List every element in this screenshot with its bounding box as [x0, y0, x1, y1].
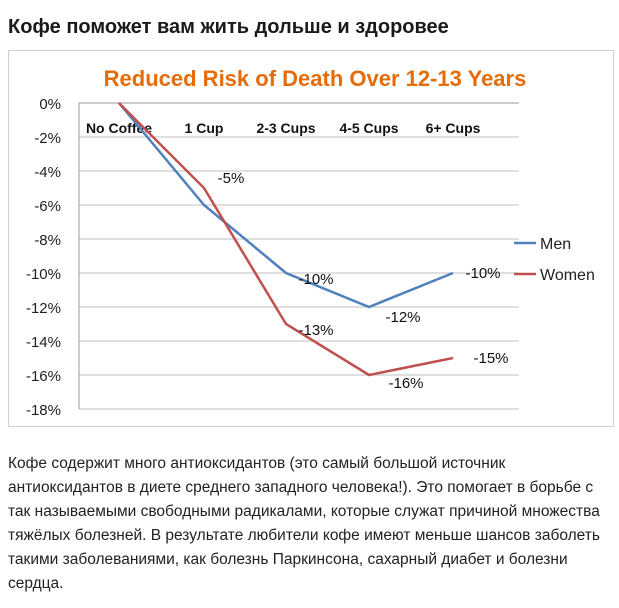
- data-label: -5%: [218, 170, 245, 187]
- data-label: -12%: [385, 309, 420, 326]
- y-tick-label: -16%: [26, 368, 61, 385]
- data-label: -16%: [388, 375, 423, 392]
- y-tick-labels: 0% -2% -4% -6% -8% -10% -12% -14% -16% -18%: [26, 96, 61, 419]
- x-category-label: 2-3 Cups: [256, 120, 315, 136]
- series-lines: [118, 102, 454, 377]
- gridlines: [79, 136, 519, 410]
- x-category-label: 6+ Cups: [426, 120, 481, 136]
- y-tick-label: -8%: [34, 232, 61, 249]
- line-chart: Reduced Risk of Death Over 12-13 Years 0…: [26, 66, 595, 419]
- data-label: -15%: [473, 350, 508, 367]
- y-tick-label: -12%: [26, 300, 61, 317]
- x-category-label: 1 Cup: [185, 120, 224, 136]
- data-label: -13%: [298, 322, 333, 339]
- legend-label: Women: [540, 267, 595, 284]
- x-category-label: 4-5 Cups: [339, 120, 398, 136]
- y-tick-label: -18%: [26, 402, 61, 419]
- y-tick-label: -6%: [34, 198, 61, 215]
- legend-label: Men: [540, 236, 571, 253]
- data-label: -10%: [298, 271, 333, 288]
- y-tick-label: -4%: [34, 164, 61, 181]
- chart-title: Reduced Risk of Death Over 12-13 Years: [104, 66, 527, 91]
- x-category-labels: No Coffee 1 Cup 2-3 Cups 4-5 Cups 6+ Cups: [86, 120, 481, 136]
- y-tick-label: -10%: [26, 266, 61, 283]
- y-tick-label: 0%: [39, 96, 61, 113]
- data-labels: -10% -12% -10% -5% -13% -16% -15%: [218, 170, 509, 392]
- series-line-men: [118, 102, 454, 309]
- y-tick-label: -14%: [26, 334, 61, 351]
- page-heading: Кофе поможет вам жить дольше и здоровее: [8, 16, 449, 38]
- article-body: Кофе содержит много антиоксидантов (это …: [8, 452, 608, 596]
- axes: [78, 102, 519, 409]
- data-label: -10%: [465, 265, 500, 282]
- article-paragraph: Кофе содержит много антиоксидантов (это …: [8, 455, 600, 592]
- chart-container: Reduced Risk of Death Over 12-13 Years 0…: [8, 50, 614, 427]
- series-line-women: [118, 102, 454, 377]
- legend: Men Women: [514, 236, 595, 284]
- y-tick-label: -2%: [34, 130, 61, 147]
